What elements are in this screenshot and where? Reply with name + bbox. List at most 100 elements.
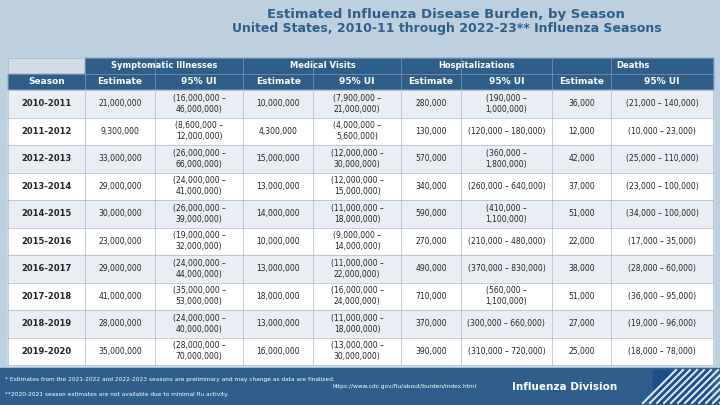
Text: (19,000,000 –
32,000,000): (19,000,000 – 32,000,000) [173,231,225,251]
Bar [85,58,243,74]
Text: 30,000,000: 30,000,000 [98,209,142,218]
Text: 33,000,000: 33,000,000 [98,154,142,163]
Text: 2010-2011: 2010-2011 [22,99,72,108]
Text: (9,000,000 –
14,000,000): (9,000,000 – 14,000,000) [333,231,382,251]
Text: 95% UI: 95% UI [644,77,680,87]
Text: (12,000,000 –
15,000,000): (12,000,000 – 15,000,000) [330,176,384,196]
Text: 95% UI: 95% UI [339,77,375,87]
Text: (26,000,000 –
39,000,000): (26,000,000 – 39,000,000) [173,204,225,224]
Text: Medical Visits: Medical Visits [289,62,355,70]
Text: 95% UI: 95% UI [489,77,524,87]
Bar [243,74,313,90]
Bar [552,74,611,90]
Text: (18,000 – 78,000): (18,000 – 78,000) [629,347,696,356]
Text: 21,000,000: 21,000,000 [98,99,142,108]
Text: (4,000,000 –
5,600,000): (4,000,000 – 5,600,000) [333,122,382,141]
Text: (25,000 – 110,000): (25,000 – 110,000) [626,154,698,163]
Text: https://www.cdc.gov/flu/about/burden/index.html: https://www.cdc.gov/flu/about/burden/ind… [333,384,477,389]
Text: (300,000 – 660,000): (300,000 – 660,000) [467,319,545,328]
Text: 370,000: 370,000 [415,319,447,328]
Text: (190,000 –
1,000,000): (190,000 – 1,000,000) [485,94,527,114]
Text: United States, 2010-11 through 2022-23** Influenza Seasons: United States, 2010-11 through 2022-23**… [232,22,661,35]
Bar [8,145,713,173]
Text: (7,900,000 –
21,000,000): (7,900,000 – 21,000,000) [333,94,382,114]
Bar [8,255,713,283]
Bar [155,74,243,90]
Text: Estimate: Estimate [97,77,143,87]
Bar [461,74,552,90]
Text: (36,000 – 95,000): (36,000 – 95,000) [628,292,696,301]
Text: 29,000,000: 29,000,000 [98,182,142,191]
Bar [8,337,713,365]
Text: (28,000 – 60,000): (28,000 – 60,000) [629,264,696,273]
Text: 13,000,000: 13,000,000 [256,319,300,328]
Text: 710,000: 710,000 [415,292,447,301]
Text: (16,000,000 –
46,000,000): (16,000,000 – 46,000,000) [173,94,225,114]
Text: (11,000,000 –
18,000,000): (11,000,000 – 18,000,000) [330,204,384,224]
Bar [8,228,713,255]
Text: (13,000,000 –
30,000,000): (13,000,000 – 30,000,000) [330,341,384,361]
Bar [8,173,713,200]
Text: 390,000: 390,000 [415,347,447,356]
Text: (34,000 – 100,000): (34,000 – 100,000) [626,209,698,218]
Text: 10,000,000: 10,000,000 [256,99,300,108]
Text: (17,000 – 35,000): (17,000 – 35,000) [628,237,696,246]
Bar [85,74,155,90]
Text: Estimate: Estimate [256,77,301,87]
Text: (19,000 – 96,000): (19,000 – 96,000) [628,319,696,328]
Text: 51,000: 51,000 [568,292,595,301]
Text: 2013-2014: 2013-2014 [22,182,72,191]
Bar [0,368,720,405]
Bar [8,310,713,337]
Text: 2018-2019: 2018-2019 [22,319,72,328]
Text: (11,000,000 –
22,000,000): (11,000,000 – 22,000,000) [330,259,384,279]
Text: (16,000,000 –
24,000,000): (16,000,000 – 24,000,000) [330,286,384,306]
Text: 270,000: 270,000 [415,237,447,246]
Text: (310,000 – 720,000): (310,000 – 720,000) [467,347,545,356]
Text: (23,000 – 100,000): (23,000 – 100,000) [626,182,698,191]
Text: Estimate: Estimate [559,77,604,87]
Bar [552,58,713,74]
Text: 51,000: 51,000 [568,209,595,218]
Text: Hospitalizations: Hospitalizations [438,62,515,70]
Text: (26,000,000 –
66,000,000): (26,000,000 – 66,000,000) [173,149,225,168]
Text: 38,000: 38,000 [568,264,595,273]
Text: (260,000 – 640,000): (260,000 – 640,000) [467,182,545,191]
Text: 16,000,000: 16,000,000 [256,347,300,356]
Text: 22,000: 22,000 [569,237,595,246]
Text: 14,000,000: 14,000,000 [256,209,300,218]
Text: (8,600,000 –
12,000,000): (8,600,000 – 12,000,000) [175,122,223,141]
Text: Estimate: Estimate [408,77,454,87]
Text: **2020-2021 season estimates are not available due to minimal flu activity.: **2020-2021 season estimates are not ava… [5,392,229,397]
Text: 2017-2018: 2017-2018 [22,292,72,301]
Text: 4,300,000: 4,300,000 [258,127,297,136]
Text: (35,000,000 –
53,000,000): (35,000,000 – 53,000,000) [173,286,225,306]
Text: 23,000,000: 23,000,000 [98,237,142,246]
Text: 29,000,000: 29,000,000 [98,264,142,273]
Text: * Estimates from the 2021-2022 and 2022-2023 seasons are preliminary and may cha: * Estimates from the 2021-2022 and 2022-… [5,377,335,382]
Text: Symptomatic Illnesses: Symptomatic Illnesses [111,62,217,70]
Text: 13,000,000: 13,000,000 [256,182,300,191]
Text: 27,000: 27,000 [568,319,595,328]
Bar [8,283,713,310]
Text: (560,000 –
1,100,000): (560,000 – 1,100,000) [485,286,527,306]
Text: Influenza Division: Influenza Division [513,382,618,392]
Text: (360,000 –
1,800,000): (360,000 – 1,800,000) [485,149,527,168]
Bar [313,74,402,90]
Text: 2012-2013: 2012-2013 [22,154,72,163]
Text: (21,000 – 140,000): (21,000 – 140,000) [626,99,698,108]
Text: 25,000: 25,000 [568,347,595,356]
Bar [402,58,552,74]
Text: Season: Season [28,77,65,87]
Text: 13,000,000: 13,000,000 [256,264,300,273]
Bar [653,370,711,403]
Text: (120,000 – 180,000): (120,000 – 180,000) [468,127,545,136]
Text: 2011-2012: 2011-2012 [22,127,72,136]
Text: 36,000: 36,000 [568,99,595,108]
Bar [8,74,85,90]
Text: 2014-2015: 2014-2015 [22,209,72,218]
Text: (410,000 –
1,100,000): (410,000 – 1,100,000) [485,204,527,224]
Bar [8,200,713,228]
Text: 15,000,000: 15,000,000 [256,154,300,163]
Text: 42,000: 42,000 [568,154,595,163]
